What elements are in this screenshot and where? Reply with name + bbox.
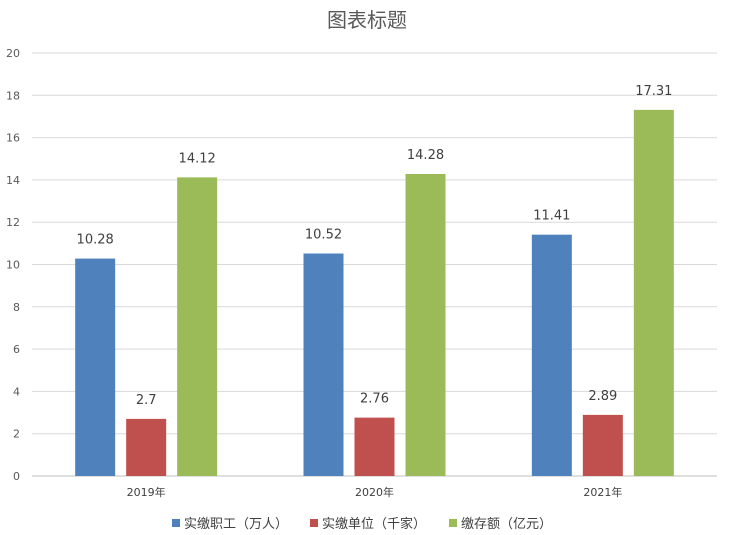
data-label: 2.89: [588, 389, 617, 404]
bar: [582, 414, 623, 476]
bars: [75, 109, 674, 477]
data-label: 10.52: [305, 228, 342, 243]
data-labels: 10.28 2.7 14.12 10.52 2.76 14.28 11.41 2.89 17.3…: [77, 84, 673, 408]
legend-label: 实缴单位（千家）: [322, 516, 426, 532]
legend-swatch: [172, 519, 180, 527]
bar: [303, 253, 344, 476]
legend-label: 实缴职工（万人）: [184, 517, 288, 532]
chart-title: 图表标题: [327, 8, 407, 32]
data-label: 14.28: [407, 148, 444, 163]
y-tick-label: 20: [6, 47, 20, 60]
x-category-label: 2021年: [583, 485, 622, 499]
y-tick-label: 0: [13, 470, 20, 483]
y-tick-label: 4: [13, 385, 20, 398]
y-axis-ticks: 0 2 4 6 8 10 12 14 16 18 20: [6, 47, 20, 483]
bar: [633, 109, 674, 477]
gridlines: [32, 52, 717, 477]
y-tick-label: 16: [6, 132, 20, 145]
y-tick-label: 8: [13, 301, 20, 314]
y-tick-label: 6: [13, 343, 20, 356]
x-axis-categories: 2019年 2020年 2021年: [127, 485, 623, 499]
data-label: 14.12: [179, 151, 216, 166]
legend-label: 缴存额（亿元）: [461, 517, 552, 532]
bar: [126, 418, 167, 476]
y-tick-label: 10: [6, 259, 20, 272]
bar: [405, 173, 446, 476]
y-tick-label: 2: [13, 428, 20, 441]
y-tick-label: 18: [6, 89, 20, 102]
legend-swatch: [310, 519, 318, 527]
legend-swatch: [449, 519, 457, 527]
data-label: 10.28: [77, 233, 114, 248]
legend: 实缴职工（万人） 实缴单位（千家） 缴存额（亿元）: [172, 516, 552, 532]
bar: [354, 417, 395, 476]
data-label: 2.76: [360, 392, 389, 407]
bar: [531, 234, 572, 476]
data-label: 2.7: [136, 393, 157, 408]
y-tick-label: 12: [6, 216, 20, 229]
bar: [177, 177, 218, 476]
data-label: 17.31: [635, 84, 672, 99]
x-category-label: 2020年: [355, 485, 394, 499]
bar: [75, 258, 116, 476]
data-label: 11.41: [533, 209, 570, 224]
y-tick-label: 14: [6, 174, 20, 187]
x-category-label: 2019年: [127, 485, 166, 499]
